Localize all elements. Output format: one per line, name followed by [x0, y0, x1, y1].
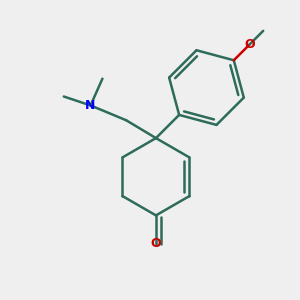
Text: N: N	[85, 99, 96, 112]
Text: O: O	[244, 38, 255, 51]
Text: O: O	[151, 237, 161, 250]
